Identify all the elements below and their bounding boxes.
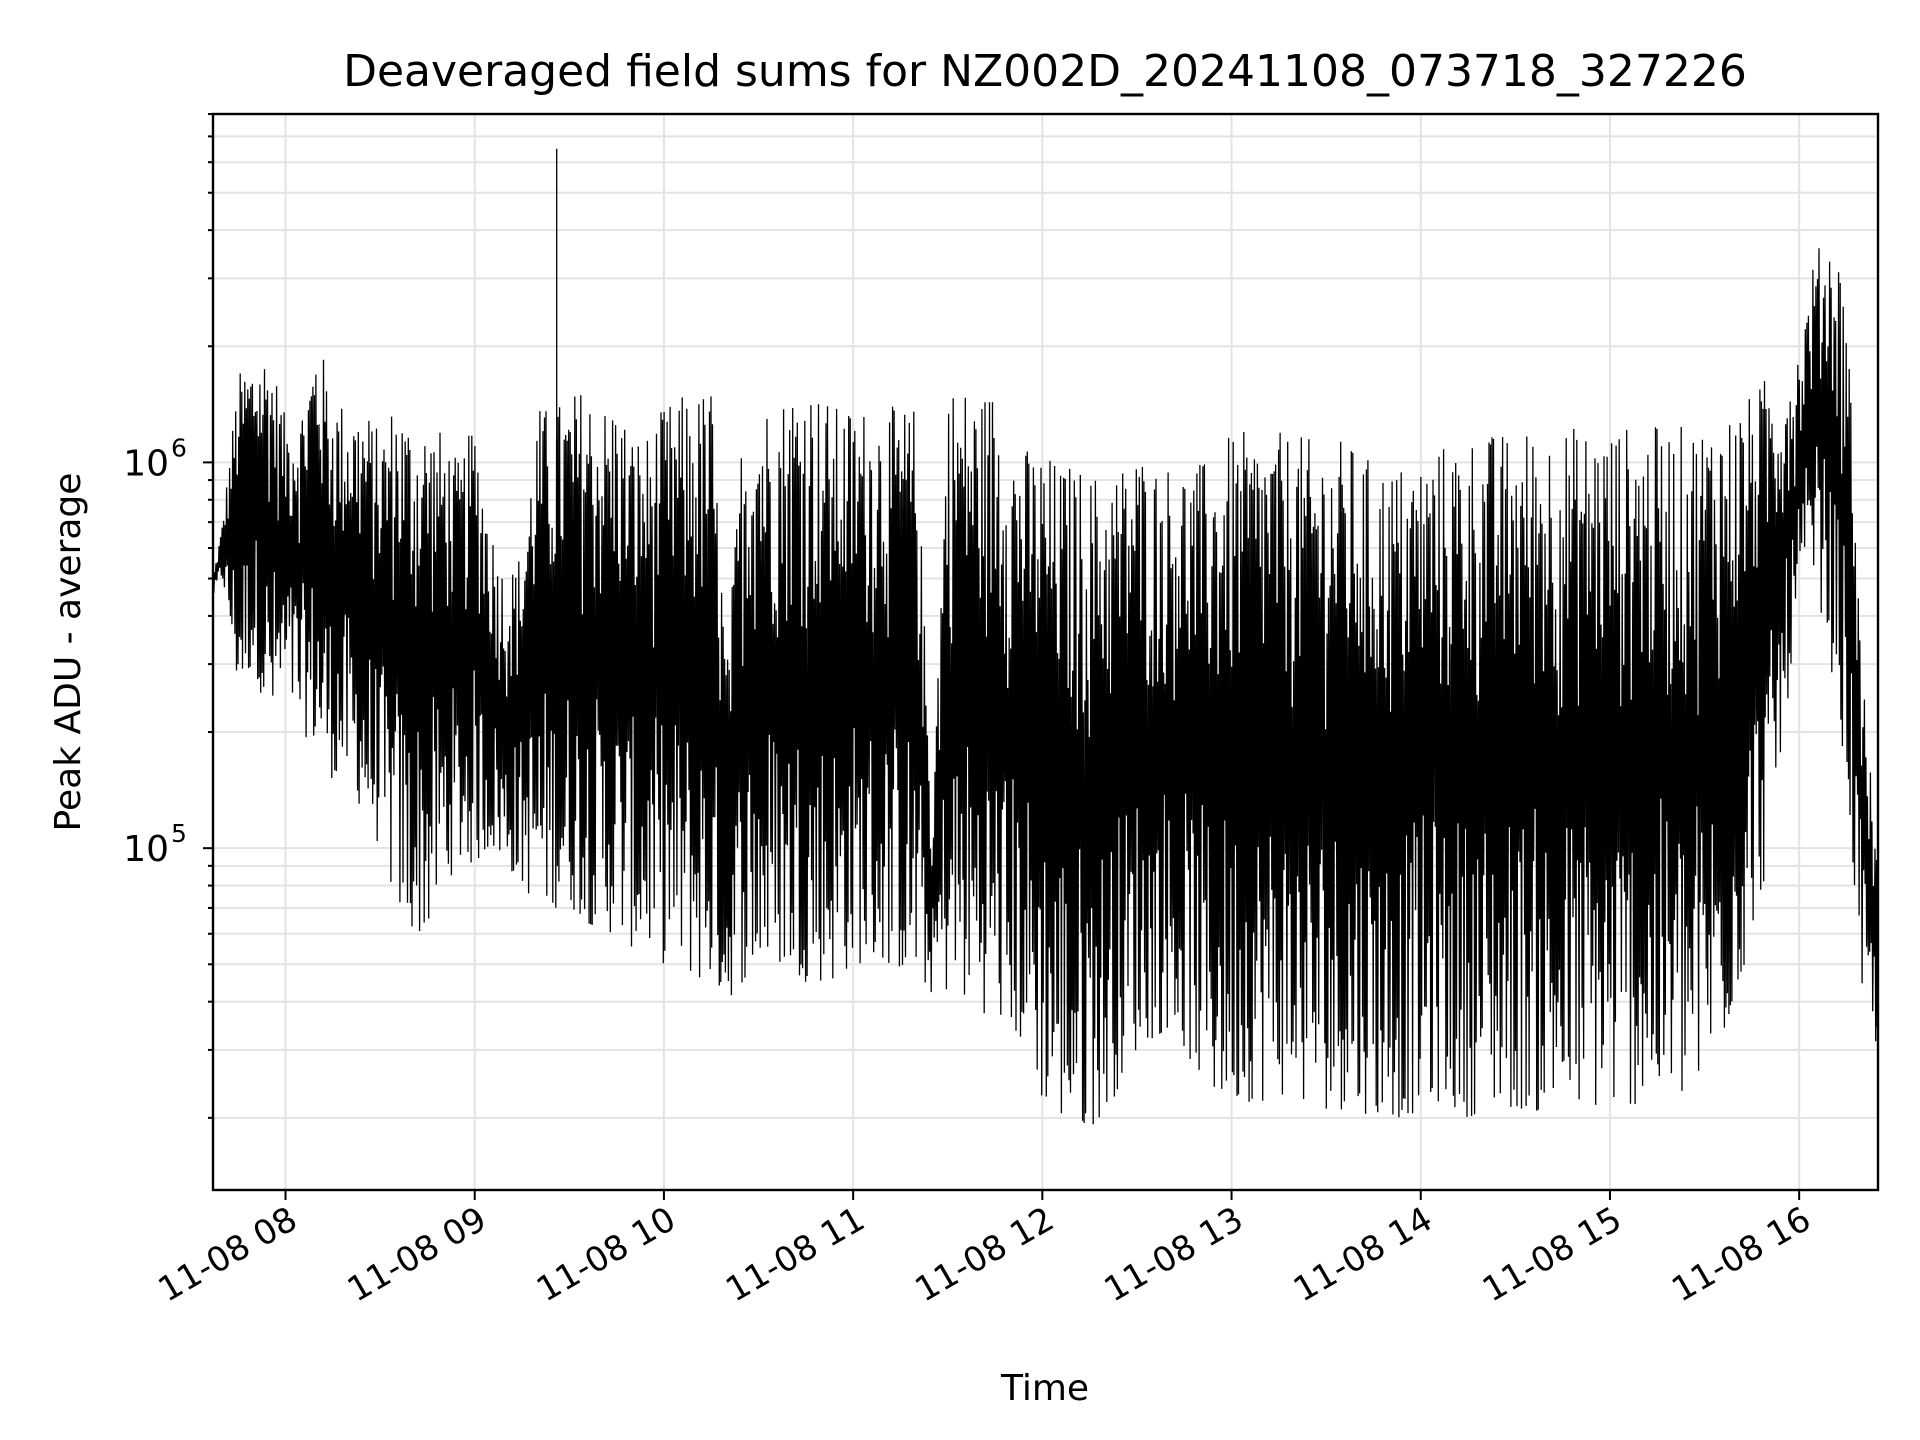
- y-tick-exponent: 6: [171, 433, 187, 462]
- chart-title: Deaveraged field sums for NZ002D_2024110…: [343, 46, 1747, 97]
- x-tick-label: 11-08 16: [1665, 1199, 1817, 1310]
- y-tick-label: 10: [123, 443, 169, 484]
- series-line: [212, 248, 1879, 1125]
- y-tick-label: 10: [123, 829, 169, 870]
- x-tick-label: 11-08 10: [530, 1199, 682, 1310]
- series-group: [212, 148, 1879, 1125]
- x-tick-label: 11-08 12: [908, 1199, 1060, 1310]
- x-tick-label: 11-08 13: [1098, 1199, 1250, 1310]
- x-tick-label: 11-08 09: [341, 1199, 493, 1310]
- x-tick-label: 11-08 11: [719, 1199, 871, 1310]
- x-axis: 11-08 08 11-08 09 11-08 10 11-08 11 11-08 12…: [152, 1190, 1818, 1310]
- x-axis-label: Time: [1000, 1368, 1089, 1409]
- y-tick-exponent: 5: [171, 819, 187, 848]
- x-tick-label: 11-08 15: [1476, 1199, 1628, 1310]
- x-tick-label: 11-08 14: [1287, 1199, 1439, 1310]
- x-tick-label: 11-08 08: [152, 1199, 304, 1310]
- plot-frame: [211, 112, 1880, 1192]
- y-axis-label: Peak ADU - average: [48, 473, 89, 832]
